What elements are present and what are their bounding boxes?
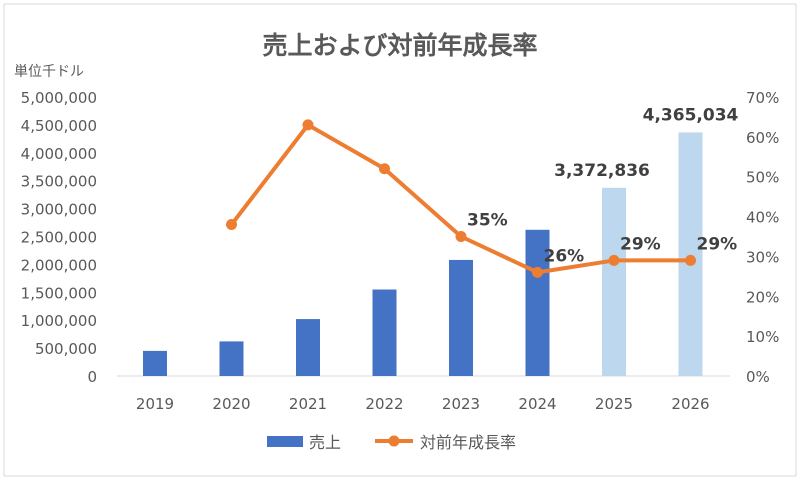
bar-data-label: 4,365,034 — [643, 105, 739, 125]
bar-2024 — [525, 229, 550, 376]
x-tick-label: 2019 — [136, 395, 174, 413]
y-right-tick-label: 70% — [746, 89, 779, 107]
y-left-tick-label: 0 — [87, 368, 97, 386]
bar-2022 — [372, 289, 397, 376]
legend: 売上 対前年成長率 — [267, 433, 516, 452]
bar-2021 — [296, 319, 320, 376]
bar-data-label: 3,372,836 — [554, 161, 650, 181]
line-data-label: 26% — [544, 246, 585, 266]
y-left-tick-label: 3,000,000 — [21, 201, 97, 219]
y-right-tick-label: 60% — [746, 129, 779, 147]
chart-border — [3, 3, 797, 477]
y-left-tick-label: 1,500,000 — [21, 284, 97, 302]
growth-point-2024 — [532, 266, 543, 278]
bar-2020 — [219, 341, 244, 376]
line-data-label: 29% — [620, 234, 661, 254]
y-left-tick-label: 2,500,000 — [21, 229, 97, 247]
growth-point-2021 — [302, 119, 314, 131]
y-left-tick-label: 4,000,000 — [21, 145, 97, 163]
growth-point-2022 — [379, 163, 390, 175]
x-tick-label: 2020 — [212, 395, 250, 413]
line-data-label: 35% — [467, 211, 508, 231]
legend-swatch-sales — [267, 436, 303, 447]
y-left-tick-label: 4,500,000 — [21, 117, 97, 135]
y-left-tick-label: 5,000,000 — [21, 89, 97, 107]
x-tick-label: 2023 — [442, 395, 480, 413]
line-data-label: 29% — [697, 234, 738, 254]
y-right-tick-label: 50% — [746, 169, 779, 187]
y-right-tick-label: 10% — [746, 328, 779, 346]
y-right-tick-label: 0% — [746, 368, 770, 386]
x-tick-label: 2026 — [671, 395, 709, 413]
y-left-tick-label: 500,000 — [35, 340, 97, 358]
bar-2026 — [678, 132, 703, 376]
growth-point-2020 — [226, 219, 237, 231]
y-right-tick-label: 30% — [746, 248, 779, 266]
y-left-tick-label: 1,000,000 — [21, 312, 97, 330]
y-right-tick-label: 40% — [746, 209, 779, 227]
growth-point-2026 — [685, 254, 696, 266]
bar-2019 — [143, 350, 167, 376]
growth-point-2023 — [455, 231, 467, 242]
growth-point-2025 — [608, 254, 620, 266]
legend-label-sales: 売上 — [309, 433, 341, 452]
x-tick-label: 2022 — [365, 395, 403, 413]
x-tick-label: 2025 — [595, 395, 633, 413]
y-left-tick-label: 3,500,000 — [21, 173, 97, 191]
x-tick-label: 2024 — [518, 395, 556, 413]
chart-title: 売上および対前年成長率 — [262, 31, 537, 60]
unit-label: 単位千ドル — [14, 64, 84, 80]
x-tick-label: 2021 — [289, 395, 327, 413]
y-left-tick-label: 2,000,000 — [21, 256, 97, 274]
legend-marker-growth — [388, 435, 400, 447]
legend-label-growth: 対前年成長率 — [420, 433, 516, 452]
bar-2025 — [602, 187, 626, 376]
bar-2023 — [449, 259, 473, 376]
y-right-tick-label: 20% — [746, 288, 779, 306]
